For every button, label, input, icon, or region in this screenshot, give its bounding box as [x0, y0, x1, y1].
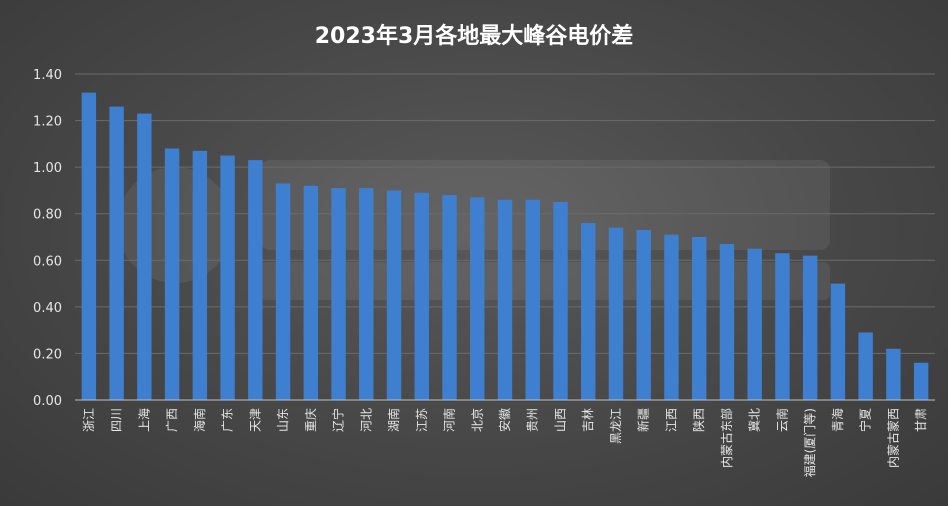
bar [331, 188, 346, 400]
x-tick-label: 山东 [276, 408, 290, 432]
x-tick-label: 云南 [774, 408, 789, 432]
x-tick-label: 辽宁 [331, 408, 346, 432]
bar [248, 160, 263, 400]
bar [81, 92, 97, 400]
x-tick-label: 青海 [830, 408, 845, 432]
bar [497, 199, 513, 400]
y-tick-label: 0.80 [33, 208, 62, 223]
bar [691, 237, 707, 400]
bar [553, 202, 568, 400]
y-axis-ticks: 0.00 0.20 0.40 0.60 0.80 1.00 1.20 1.40 [33, 68, 62, 409]
x-tick-label: 北京 [470, 408, 484, 432]
x-tick-label: 内蒙古蒙西 [885, 408, 900, 468]
y-tick-label: 1.20 [33, 115, 62, 130]
bars [81, 92, 929, 400]
bar [830, 283, 846, 400]
x-tick-label: 内蒙古东部 [719, 408, 734, 468]
bar [275, 183, 291, 400]
x-tick-label: 浙江 [82, 408, 96, 432]
x-tick-label: 河北 [359, 408, 373, 432]
bar [470, 197, 485, 400]
y-tick-label: 1.40 [33, 68, 62, 83]
bar [664, 234, 679, 400]
bar [414, 192, 429, 400]
x-tick-label: 广东 [221, 408, 235, 432]
bar [719, 243, 735, 400]
x-tick-label: 广西 [165, 408, 179, 432]
x-tick-label: 甘肃 [914, 408, 928, 432]
x-tick-label: 河南 [442, 408, 457, 432]
bar [359, 188, 374, 400]
x-tick-label: 四川 [110, 408, 124, 432]
x-tick-label: 福建(厦门等) [802, 408, 817, 477]
x-tick-label: 黑龙江 [609, 408, 623, 444]
x-tick-label: 上海 [136, 408, 151, 432]
bar [608, 227, 624, 400]
bar [109, 106, 124, 400]
y-tick-label: 0.40 [33, 301, 62, 316]
chart-title: 2023年3月各地最大峰谷电价差 [314, 24, 634, 49]
x-tick-label: 湖南 [386, 408, 401, 432]
y-tick-label: 0.20 [33, 347, 62, 362]
x-tick-label: 安徽 [497, 408, 512, 432]
x-tick-label: 重庆 [304, 408, 318, 432]
x-tick-label: 宁夏 [858, 408, 873, 432]
x-tick-label: 海南 [192, 408, 207, 432]
bar [442, 195, 457, 400]
y-tick-label: 1.00 [33, 161, 62, 176]
x-tick-label: 新疆 [636, 408, 651, 432]
y-tick-label: 0.60 [33, 254, 62, 269]
bar [192, 150, 208, 400]
bar [581, 223, 596, 400]
y-tick-label: 0.00 [33, 394, 62, 409]
bar [220, 155, 235, 400]
bar [747, 248, 762, 400]
x-axis-labels: 浙江 四川 上海 广西 海南 广东 天津 山东 重庆 辽宁 河北 湖南 江苏 河南 北京 安徽 贵州 山西 吉林 黑龙… [82, 408, 928, 477]
bar [775, 253, 790, 400]
x-tick-label: 贵州 [526, 408, 540, 432]
x-tick-label: 江苏 [415, 408, 429, 432]
bar [636, 230, 651, 400]
bar [164, 148, 180, 400]
bar [386, 190, 402, 400]
x-tick-label: 江西 [664, 408, 678, 432]
bar [303, 185, 319, 400]
bar [913, 362, 929, 400]
x-tick-label: 陕西 [691, 408, 706, 432]
x-tick-label: 吉林 [581, 408, 595, 432]
bar [858, 332, 873, 400]
x-tick-label: 山西 [553, 408, 567, 432]
x-tick-label: 冀北 [748, 408, 762, 432]
bar [886, 348, 901, 400]
x-tick-label: 天津 [248, 408, 262, 432]
bar [137, 113, 152, 400]
bar [525, 199, 540, 400]
bar [802, 255, 818, 400]
